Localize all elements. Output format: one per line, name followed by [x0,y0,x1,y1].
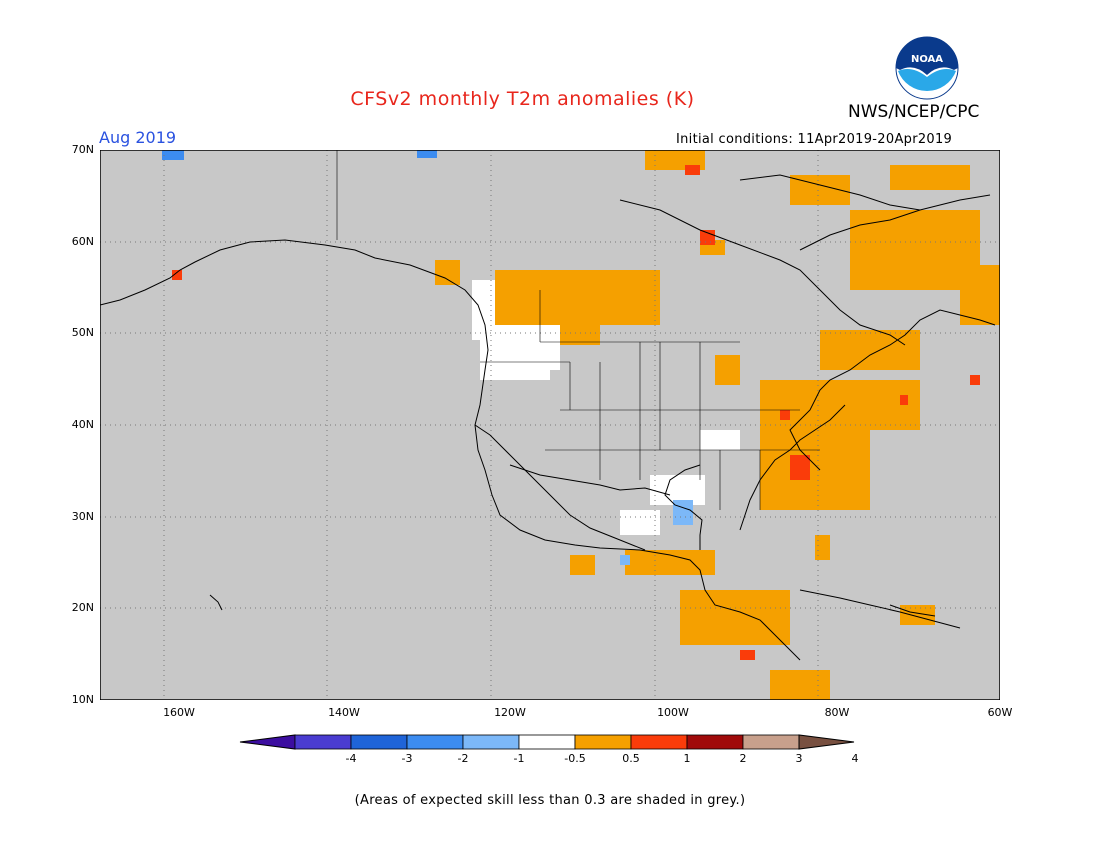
anomaly-cell [495,270,660,325]
anomaly-cell [162,150,184,160]
colorbar-min-arrow [239,734,296,750]
anomaly-cell [750,595,770,615]
agency-label: NWS/NCEP/CPC [848,102,980,122]
colorbar [236,733,866,763]
anomaly-cell [560,325,600,345]
lat-label-70n: 70N [71,143,94,156]
lat-label-50n: 50N [71,326,94,339]
anomaly-cell [685,165,700,175]
anomaly-cell [673,500,693,525]
state-borders [336,150,820,510]
anomaly-cell [820,330,920,370]
colorbar-max-arrow [798,734,855,750]
anomaly-cell [960,265,1000,325]
lon-label-100w: 100W [657,706,689,719]
lon-label-80w: 80W [824,706,850,719]
anomaly-cell [870,380,920,430]
anomaly-cells [162,150,1000,700]
colorbar-tick-label: -1 [513,752,525,765]
anomaly-cell [570,555,595,575]
footnote-text: (Areas of expected skill less than 0.3 a… [354,793,746,808]
logo-text: NOAA [911,54,943,65]
anomaly-cell [760,380,870,510]
lat-label-30n: 30N [71,510,94,523]
anomaly-cell [900,395,908,405]
map-title-text: CFSv2 monthly T2m anomalies (K) [350,88,695,110]
anomaly-cell [890,165,970,190]
anomaly-map [99,149,1001,701]
colorbar-tick-label: -4 [345,752,357,765]
colorbar-segment [350,734,408,750]
anomaly-cell [417,150,437,158]
anomaly-cell [530,340,560,370]
anomaly-cell [172,270,182,280]
anomaly-cell [790,455,810,480]
anomaly-cell [740,650,755,660]
colorbar-segment [574,734,632,750]
anomaly-cell [770,670,830,700]
colorbar-tick-label: -0.5 [564,752,586,765]
footnote: (Areas of expected skill less than 0.3 a… [0,793,1100,808]
lon-label-160w: 160W [163,706,195,719]
coastlines [99,174,996,661]
colorbar-tick-label: 3 [795,752,803,765]
colorbar-tick-label: 4 [851,752,859,765]
lon-label-140w: 140W [328,706,360,719]
colorbar-segment [518,734,576,750]
anomaly-cell [620,510,660,535]
lat-label-20n: 20N [71,601,94,614]
initial-conditions-label: Initial conditions: 11Apr2019-20Apr2019 [676,132,953,147]
anomaly-cell [435,260,460,285]
map-svg [99,149,1001,701]
colorbar-segment [630,734,688,750]
month-label: Aug 2019 [99,128,177,147]
anomaly-cell [680,590,790,645]
colorbar-segment [686,734,744,750]
anomaly-cell [900,605,935,625]
colorbar-segment [406,734,464,750]
anomaly-cell [700,430,740,450]
colorbar-tick-label: 0.5 [622,752,640,765]
colorbar-tick-label: -3 [401,752,413,765]
colorbar-tick-label: -2 [457,752,469,765]
anomaly-cell [780,410,790,420]
anomaly-cell [970,375,980,385]
colorbar-tick-label: 1 [683,752,691,765]
anomaly-cell [620,555,630,565]
colorbar-svg [239,734,855,750]
noaa-logo: NOAA [894,35,960,101]
graticule [100,150,1000,700]
lat-label-60n: 60N [71,235,94,248]
lat-label-40n: 40N [71,418,94,431]
anomaly-cell [815,535,830,560]
anomaly-cell [625,550,715,575]
lat-label-10n: 10N [71,693,94,706]
map-title: CFSv2 monthly T2m anomalies (K) [0,88,1100,110]
colorbar-segment [462,734,520,750]
colorbar-tick-label: 2 [739,752,747,765]
anomaly-cell [700,230,715,245]
anomaly-cell [715,355,740,385]
colorbar-segment [742,734,800,750]
lon-label-60w: 60W [987,706,1013,719]
lon-label-120w: 120W [494,706,526,719]
colorbar-segment [294,734,352,750]
